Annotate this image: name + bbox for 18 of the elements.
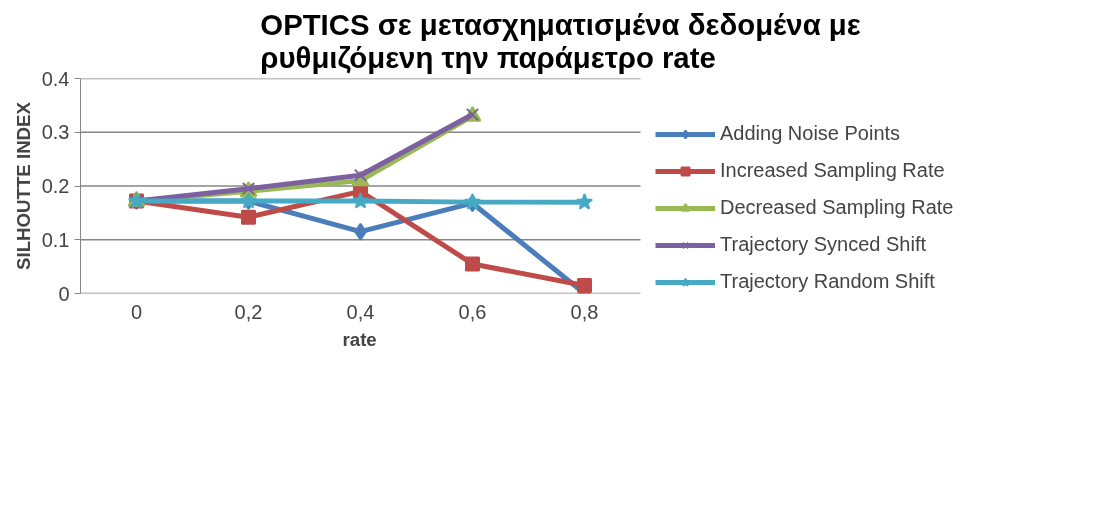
y-tick-label: 0.1 <box>41 228 70 251</box>
y-axis-title: SILHOUTTE INDEX <box>12 101 34 270</box>
x-tick-label: 0,6 <box>458 300 487 323</box>
legend-label: Trajectory Random Shift <box>720 270 935 293</box>
x-tick-label: 0,4 <box>346 300 375 323</box>
legend-label: Trajectory Synced Shift <box>720 233 927 256</box>
legend-label: Decreased Sampling Rate <box>720 196 954 219</box>
y-tick-label: 0 <box>58 282 70 305</box>
legend-label: Adding Noise Points <box>720 122 901 145</box>
y-tick-label: 0.3 <box>41 121 70 144</box>
x-axis-title: rate <box>342 328 377 350</box>
legend-label: Increased Sampling Rate <box>720 159 945 182</box>
x-tick-label: 0,8 <box>570 300 599 323</box>
y-tick-label: 0.4 <box>41 67 70 90</box>
x-tick-label: 0 <box>130 300 143 323</box>
chart-title: OPTICS σε μετασχηματισμένα δεδομένα με ρυθμιζόμενη την παράμετρο rate <box>260 7 861 74</box>
y-tick-label: 0.2 <box>41 175 70 197</box>
x-tick-label: 0,2 <box>234 300 263 323</box>
